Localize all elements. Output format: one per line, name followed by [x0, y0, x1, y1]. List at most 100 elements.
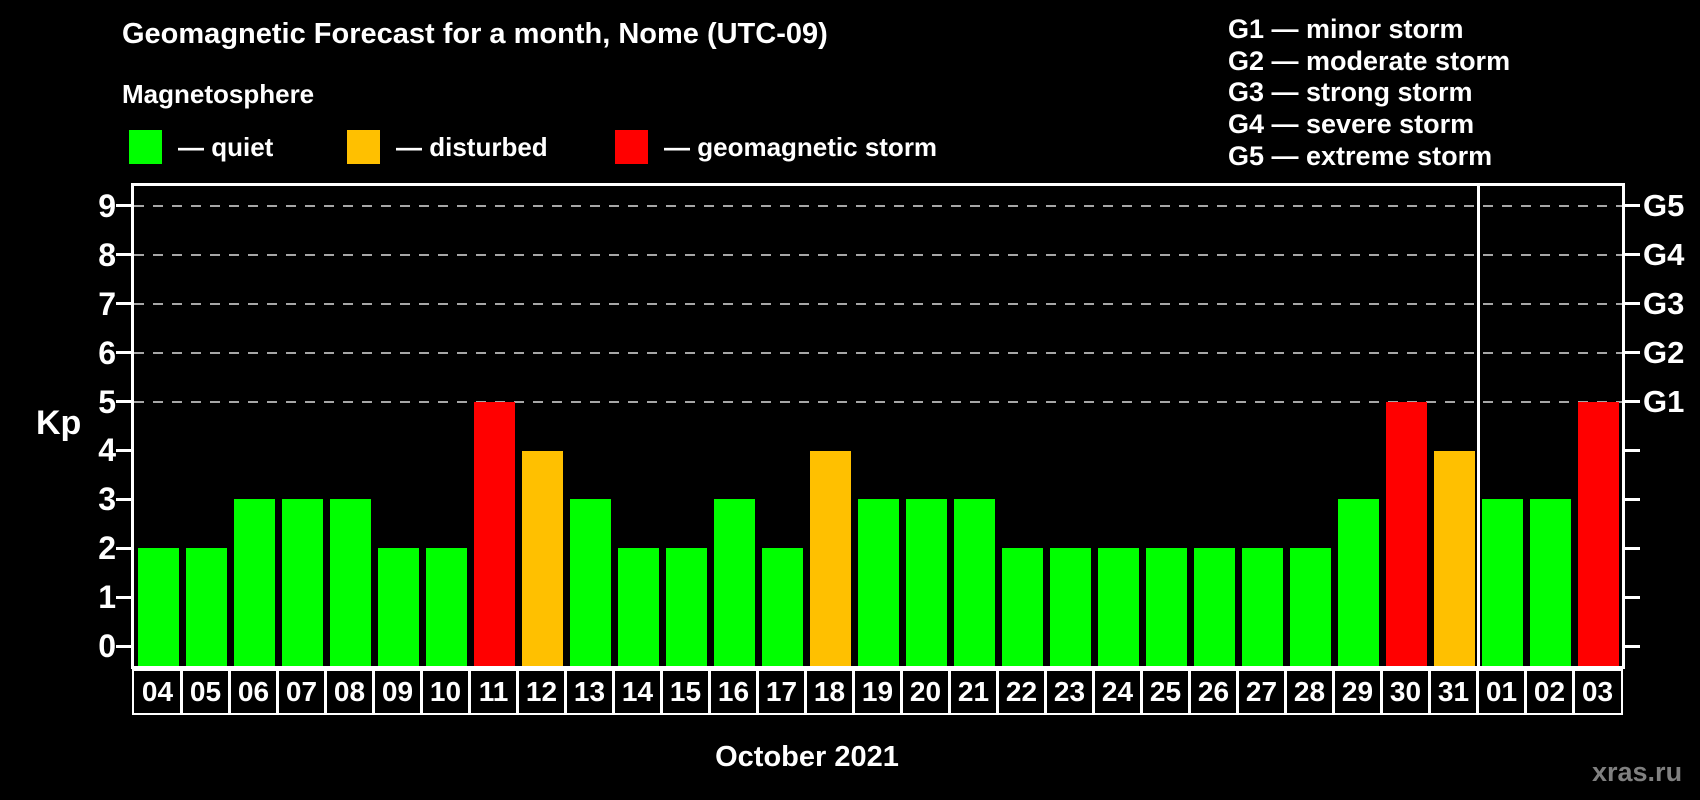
right-axis-label-G5: G5 [1643, 187, 1685, 223]
day-label-22: 22 [996, 669, 1047, 715]
bar-day-22 [1001, 548, 1043, 666]
bar-day-21 [953, 499, 995, 666]
bar-day-23 [1049, 548, 1091, 666]
bar-day-11 [473, 401, 515, 666]
day-label-17: 17 [756, 669, 807, 715]
day-label-20: 20 [900, 669, 951, 715]
y-tick-label-4: 4 [98, 432, 116, 469]
y-tick-label-7: 7 [98, 285, 116, 322]
y-tick-right-6 [1625, 351, 1640, 355]
bar-day-25 [1145, 548, 1187, 666]
day-label-14: 14 [612, 669, 663, 715]
legend-swatch-storm-icon [615, 130, 648, 164]
day-label-16: 16 [708, 669, 759, 715]
legend-label-disturbed: — disturbed [396, 131, 548, 162]
y-tick-right-2 [1625, 546, 1640, 550]
y-tick-left-7 [116, 302, 131, 306]
right-axis-label-G3: G3 [1643, 285, 1685, 321]
plot-area [131, 183, 1625, 669]
x-axis-day-labels: 04 05 06 07 08 09 10 11 12 13 14 15 16 17 18 19 20 21 22 23… [131, 669, 1625, 715]
y-tick-right-9 [1625, 204, 1640, 208]
y-tick-right-0 [1625, 644, 1640, 648]
bar-day-08 [329, 499, 371, 666]
bar-day-05 [185, 548, 227, 666]
storm-scale-line-1: G1 — minor storm [1228, 14, 1464, 44]
bar-day-24 [1097, 548, 1139, 666]
y-tick-label-1: 1 [98, 579, 116, 616]
legend-item-disturbed: — disturbed [347, 128, 548, 166]
gridline-kp-8 [134, 253, 1622, 256]
bar-day-14 [617, 548, 659, 666]
day-label-10: 10 [420, 669, 471, 715]
y-tick-left-1 [116, 595, 131, 599]
bar-day-30 [1385, 401, 1427, 666]
day-label-19: 19 [852, 669, 903, 715]
y-tick-right-3 [1625, 497, 1640, 501]
storm-scale-line-5: G5 — extreme storm [1228, 140, 1493, 171]
y-tick-right-8 [1625, 253, 1640, 257]
y-tick-left-0 [116, 644, 131, 648]
legend-item-storm: — geomagnetic storm [615, 128, 937, 166]
y-tick-left-9 [116, 204, 131, 208]
y-tick-label-0: 0 [98, 628, 116, 665]
bar-day-03 [1577, 401, 1619, 666]
legend-swatch-disturbed-icon [347, 130, 380, 164]
bar-day-19 [857, 499, 899, 666]
legend-label-quiet: — quiet [178, 131, 274, 162]
gridline-kp-6 [134, 351, 1622, 354]
y-tick-right-4 [1625, 448, 1640, 452]
legend-item-quiet: — quiet [129, 128, 273, 166]
day-label-03: 03 [1572, 669, 1623, 715]
storm-scale-line-4: G4 — severe storm [1228, 109, 1475, 140]
bar-day-02 [1529, 499, 1571, 666]
chart-title: Geomagnetic Forecast for a month, Nome (… [122, 18, 828, 50]
y-tick-label-8: 8 [98, 236, 116, 273]
bar-day-26 [1193, 548, 1235, 666]
day-label-06: 06 [228, 669, 279, 715]
bar-day-12 [521, 450, 563, 666]
bar-day-27 [1241, 548, 1283, 666]
day-label-11: 11 [468, 669, 519, 715]
day-label-07: 07 [276, 669, 327, 715]
day-label-29: 29 [1332, 669, 1383, 715]
day-label-26: 26 [1188, 669, 1239, 715]
bar-day-06 [233, 499, 275, 666]
y-tick-label-2: 2 [98, 530, 116, 567]
y-tick-right-1 [1625, 595, 1640, 599]
right-axis-label-G1: G1 [1643, 383, 1685, 419]
bar-day-13 [569, 499, 611, 666]
bar-day-18 [809, 450, 851, 666]
day-label-12: 12 [516, 669, 567, 715]
day-label-31: 31 [1428, 669, 1479, 715]
storm-scale-legend: G1 — minor storm G2 — moderate storm G3 — … [1228, 14, 1510, 173]
chart-subtitle: Magnetosphere [122, 79, 315, 109]
storm-scale-line-2: G2 — moderate storm [1228, 45, 1511, 76]
bar-day-04 [137, 548, 179, 666]
y-tick-left-3 [116, 497, 131, 501]
bar-day-09 [377, 548, 419, 666]
bar-day-10 [425, 548, 467, 666]
right-axis-label-G4: G4 [1643, 236, 1685, 272]
day-label-15: 15 [660, 669, 711, 715]
day-label-21: 21 [948, 669, 999, 715]
y-tick-left-8 [116, 253, 131, 257]
y-tick-label-9: 9 [98, 187, 116, 224]
bar-day-29 [1337, 499, 1379, 666]
bar-day-31 [1433, 450, 1475, 666]
day-label-08: 08 [324, 669, 375, 715]
bar-day-28 [1289, 548, 1331, 666]
bar-day-07 [281, 499, 323, 666]
day-label-23: 23 [1044, 669, 1095, 715]
y-tick-left-6 [116, 351, 131, 355]
day-label-30: 30 [1380, 669, 1431, 715]
y-tick-label-5: 5 [98, 383, 116, 420]
day-label-05: 05 [180, 669, 231, 715]
day-label-28: 28 [1284, 669, 1335, 715]
watermark: xras.ru [1592, 757, 1683, 787]
day-label-18: 18 [804, 669, 855, 715]
legend-swatch-quiet-icon [129, 130, 162, 164]
y-tick-left-4 [116, 448, 131, 452]
day-label-24: 24 [1092, 669, 1143, 715]
day-label-13: 13 [564, 669, 615, 715]
